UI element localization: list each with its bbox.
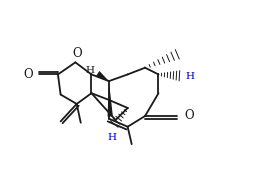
Text: H: H: [86, 66, 95, 75]
Polygon shape: [96, 71, 109, 81]
Text: O: O: [72, 47, 82, 60]
Text: H: H: [185, 72, 194, 81]
Text: O: O: [185, 109, 194, 122]
Text: O: O: [24, 68, 33, 81]
Polygon shape: [108, 81, 113, 117]
Text: H: H: [108, 133, 117, 142]
